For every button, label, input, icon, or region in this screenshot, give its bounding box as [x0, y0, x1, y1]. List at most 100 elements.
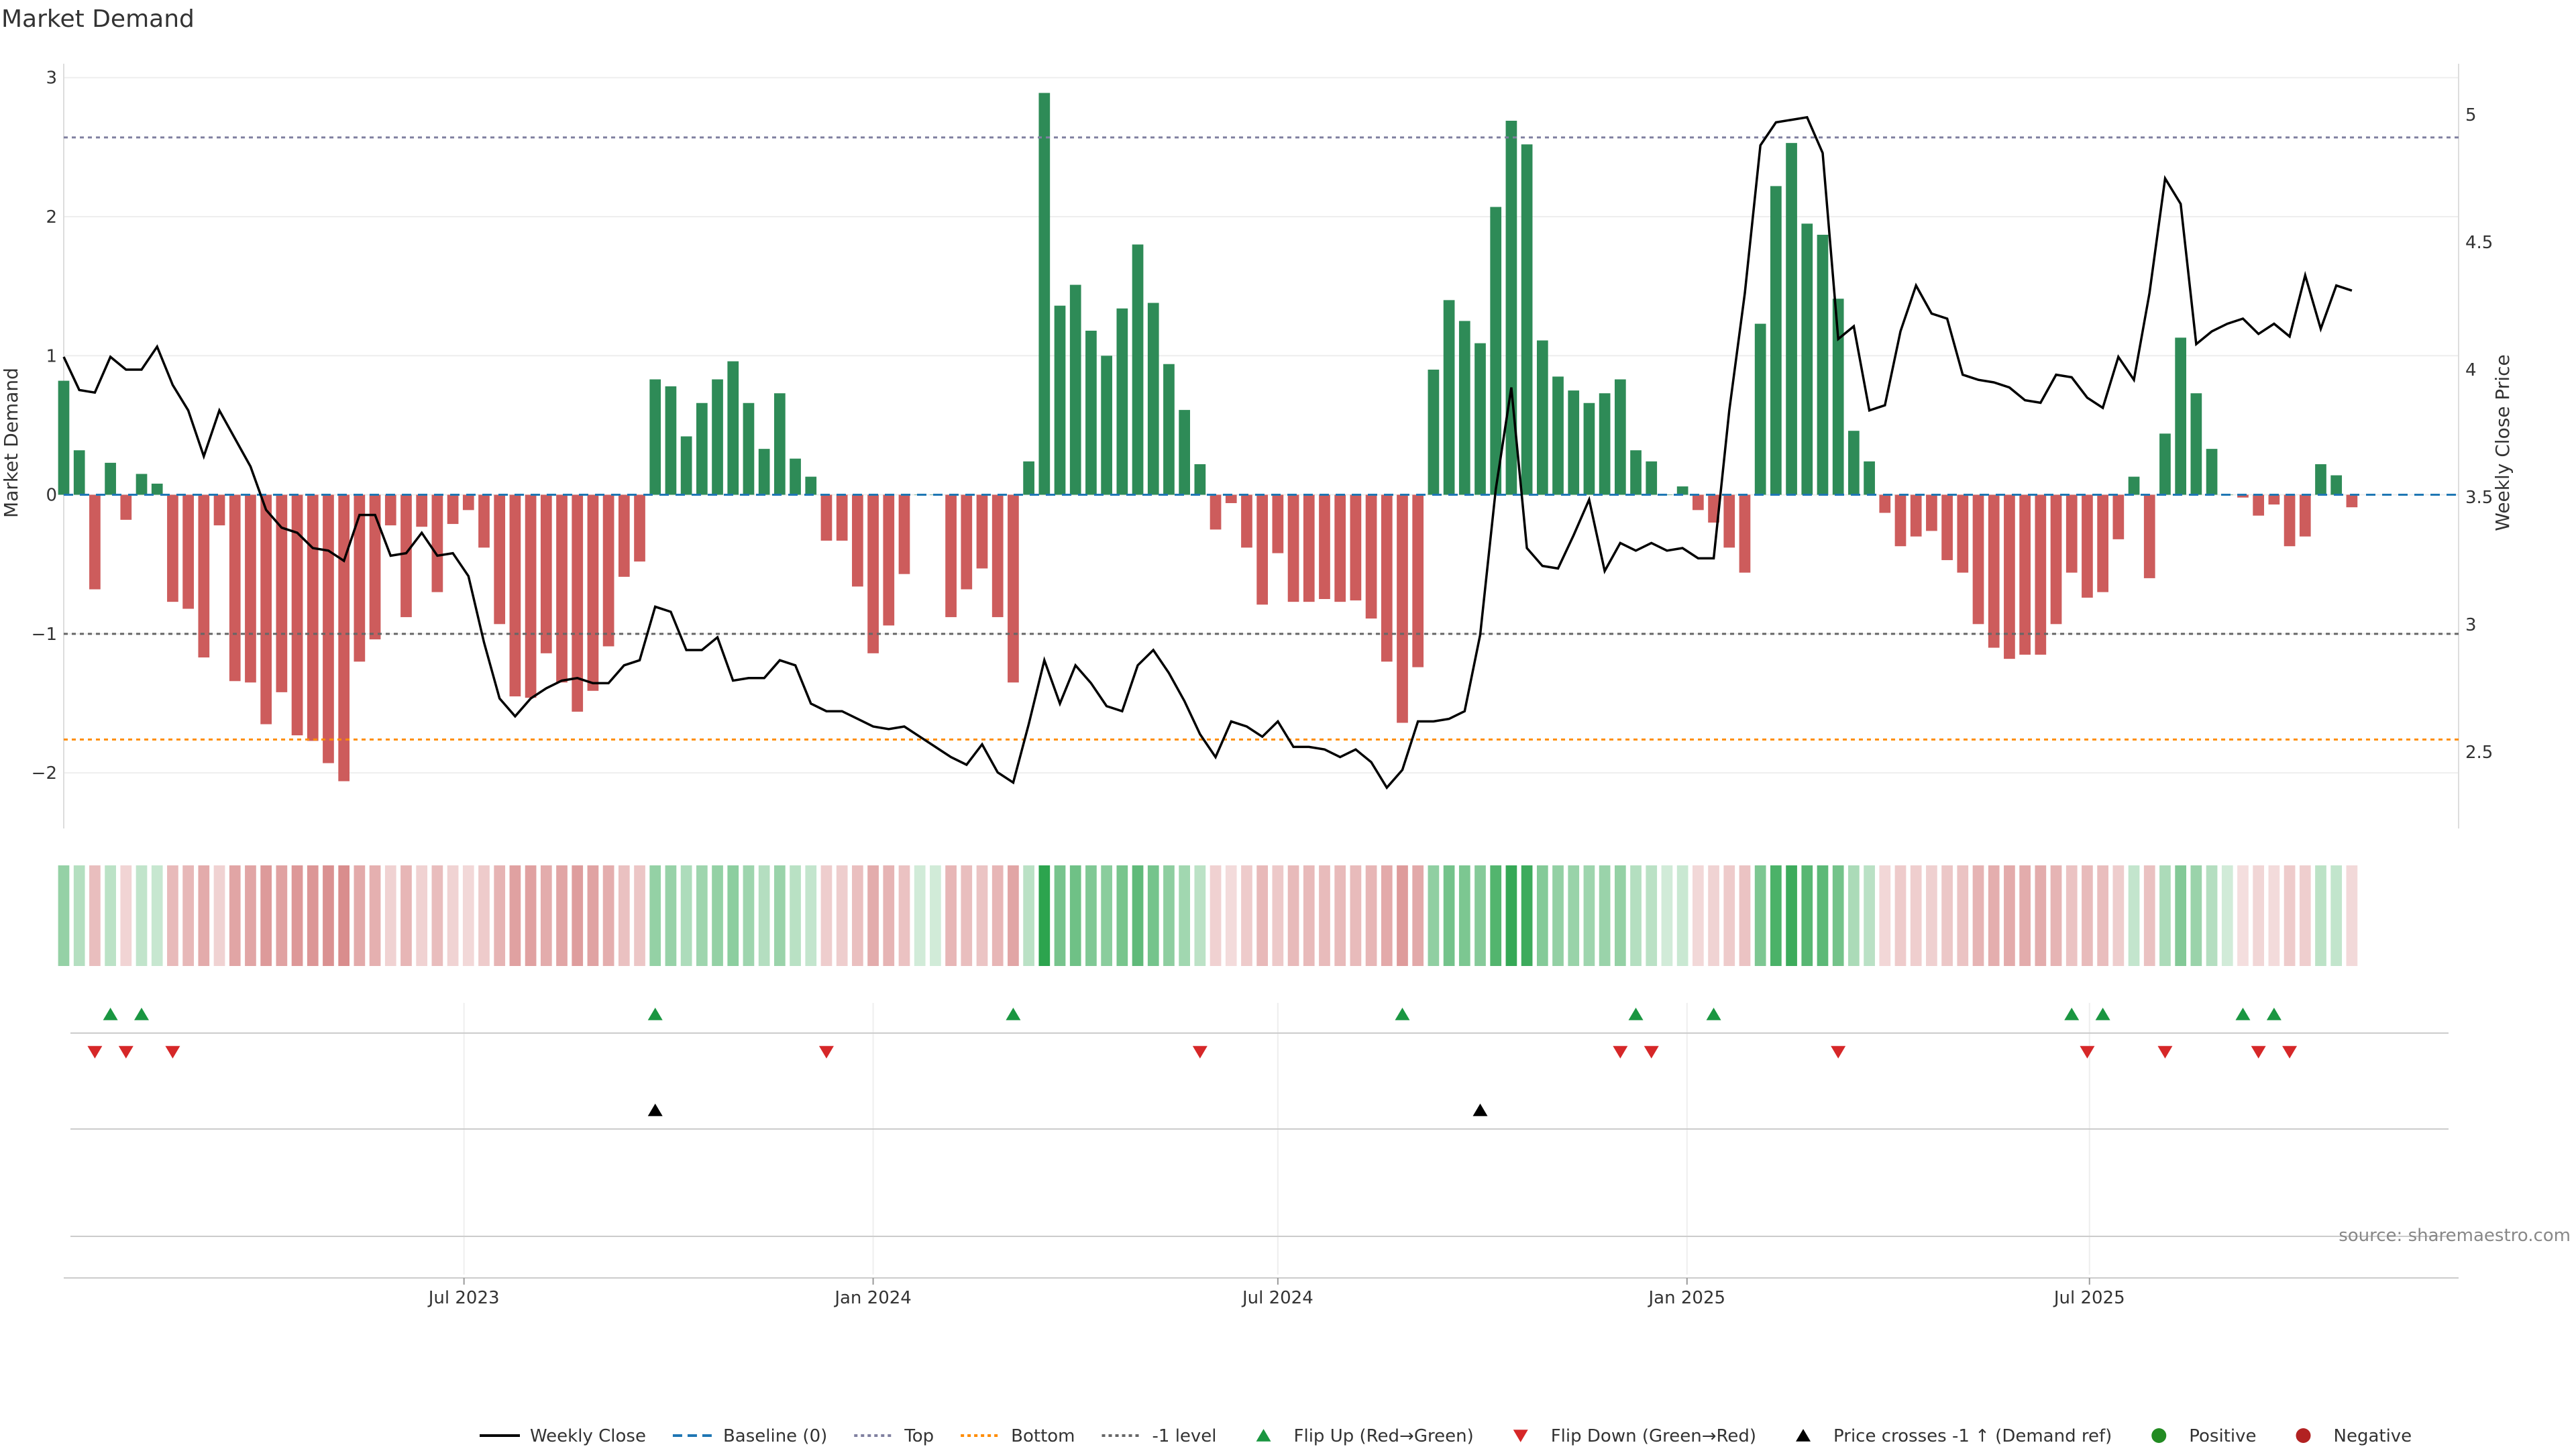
demand-bar [276, 494, 288, 692]
heat-cell [1864, 865, 1875, 966]
demand-bar [1225, 494, 1237, 503]
heat-cell [1334, 865, 1346, 966]
event-marker-rows [70, 1008, 2449, 1237]
heat-cell [961, 865, 973, 966]
heat-cell [2206, 865, 2218, 966]
heat-cell [1801, 865, 1813, 966]
legend-label: Positive [2189, 1426, 2256, 1446]
heat-cell [291, 865, 303, 966]
x-tick-label: Jul 2025 [2053, 1288, 2125, 1308]
reference-lines [64, 136, 2459, 741]
heat-cell [400, 865, 412, 966]
flip-down-marker [818, 1046, 834, 1059]
heat-cell [229, 865, 241, 966]
chart-title: Market Demand [1, 5, 195, 33]
heat-cell [1008, 865, 1019, 966]
demand-bar [400, 494, 412, 617]
demand-bar [1941, 494, 1953, 560]
demand-bar [105, 462, 116, 495]
heat-cell [338, 865, 350, 966]
heat-cell [260, 865, 272, 966]
heat-cell [2019, 865, 2031, 966]
heat-cell [1147, 865, 1159, 966]
demand-bar [384, 494, 396, 526]
demand-bar [1334, 494, 1346, 602]
heat-cell [1630, 865, 1642, 966]
heat-cell [712, 865, 723, 966]
demand-bar [2082, 494, 2093, 598]
demand-bar [73, 450, 85, 495]
heat-cell [1894, 865, 1907, 966]
demand-bar [1272, 494, 1284, 553]
heat-cell [354, 865, 366, 966]
demand-bar [2330, 475, 2343, 495]
demand-bar [1132, 244, 1144, 495]
heat-cell [649, 865, 661, 966]
demand-bar [2097, 494, 2108, 592]
heat-cell [2097, 865, 2108, 966]
heat-cell [2050, 865, 2062, 966]
legend-swatch-circle [2151, 1428, 2167, 1443]
demand-bar [976, 494, 988, 569]
heat-cell [1116, 865, 1128, 966]
demand-bar [587, 494, 599, 691]
flip-up-marker [2266, 1008, 2282, 1020]
demand-bar [478, 494, 490, 548]
demand-bar [836, 494, 848, 541]
legend-label: Flip Up (Red→Green) [1294, 1426, 1474, 1446]
legend-item: Positive [2151, 1426, 2257, 1446]
flip-down-marker [1192, 1046, 1208, 1059]
heat-cell [2346, 865, 2358, 966]
heat-cell [1397, 865, 1408, 966]
heat-cell [1179, 865, 1190, 966]
demand-bar [2284, 494, 2296, 547]
demand-bar [758, 449, 770, 495]
demand-bar [2253, 494, 2265, 516]
heat-cell [2159, 865, 2171, 966]
demand-bar [1381, 494, 1393, 662]
demand-bar [1599, 393, 1611, 495]
heat-cell [447, 865, 459, 966]
demand-bar [898, 494, 910, 574]
x-tick-label: Jul 2023 [427, 1288, 500, 1308]
flip-up-marker [1628, 1008, 1644, 1020]
heat-cell [883, 865, 895, 966]
demand-bar [1365, 494, 1377, 619]
heat-cell [930, 865, 941, 966]
heat-cell [867, 865, 879, 966]
y2-tick-label: 3 [2465, 615, 2477, 635]
flip-up-marker [1706, 1008, 1721, 1020]
demand-bar [1988, 494, 2000, 648]
heat-cell [73, 865, 85, 966]
demand-bar [1786, 143, 1797, 495]
heat-cell [743, 865, 755, 966]
heat-cell [89, 865, 101, 966]
demand-bar [1521, 144, 1533, 495]
y-tick-label: 3 [46, 68, 57, 89]
legend-item: Bottom [961, 1426, 1075, 1446]
demand-bar [1163, 364, 1175, 495]
demand-bar [2190, 393, 2202, 495]
heat-cell [1303, 865, 1315, 966]
heat-cell [276, 865, 288, 966]
legend-swatch-triangle-up [1796, 1429, 1811, 1442]
heat-cell [1832, 865, 1844, 966]
heat-cell [1225, 865, 1237, 966]
heat-cell [914, 865, 926, 966]
demand-bar [1023, 461, 1034, 495]
legend-swatch-circle [2296, 1428, 2311, 1443]
demand-bar [2237, 494, 2249, 498]
demand-bar [1770, 186, 1782, 495]
demand-bar [790, 458, 801, 495]
legend-item: Top [854, 1426, 934, 1446]
demand-bar [2175, 337, 2187, 495]
demand-bar [1241, 494, 1252, 548]
heat-cell [618, 865, 630, 966]
y-axis-ticks: −2 −1 0 1 2 3 [32, 68, 57, 784]
heat-cell [1038, 865, 1051, 966]
heat-cell [945, 865, 957, 966]
price-cross-marker [647, 1104, 663, 1116]
heat-cell [1848, 865, 1860, 966]
heat-cell [1739, 865, 1751, 966]
